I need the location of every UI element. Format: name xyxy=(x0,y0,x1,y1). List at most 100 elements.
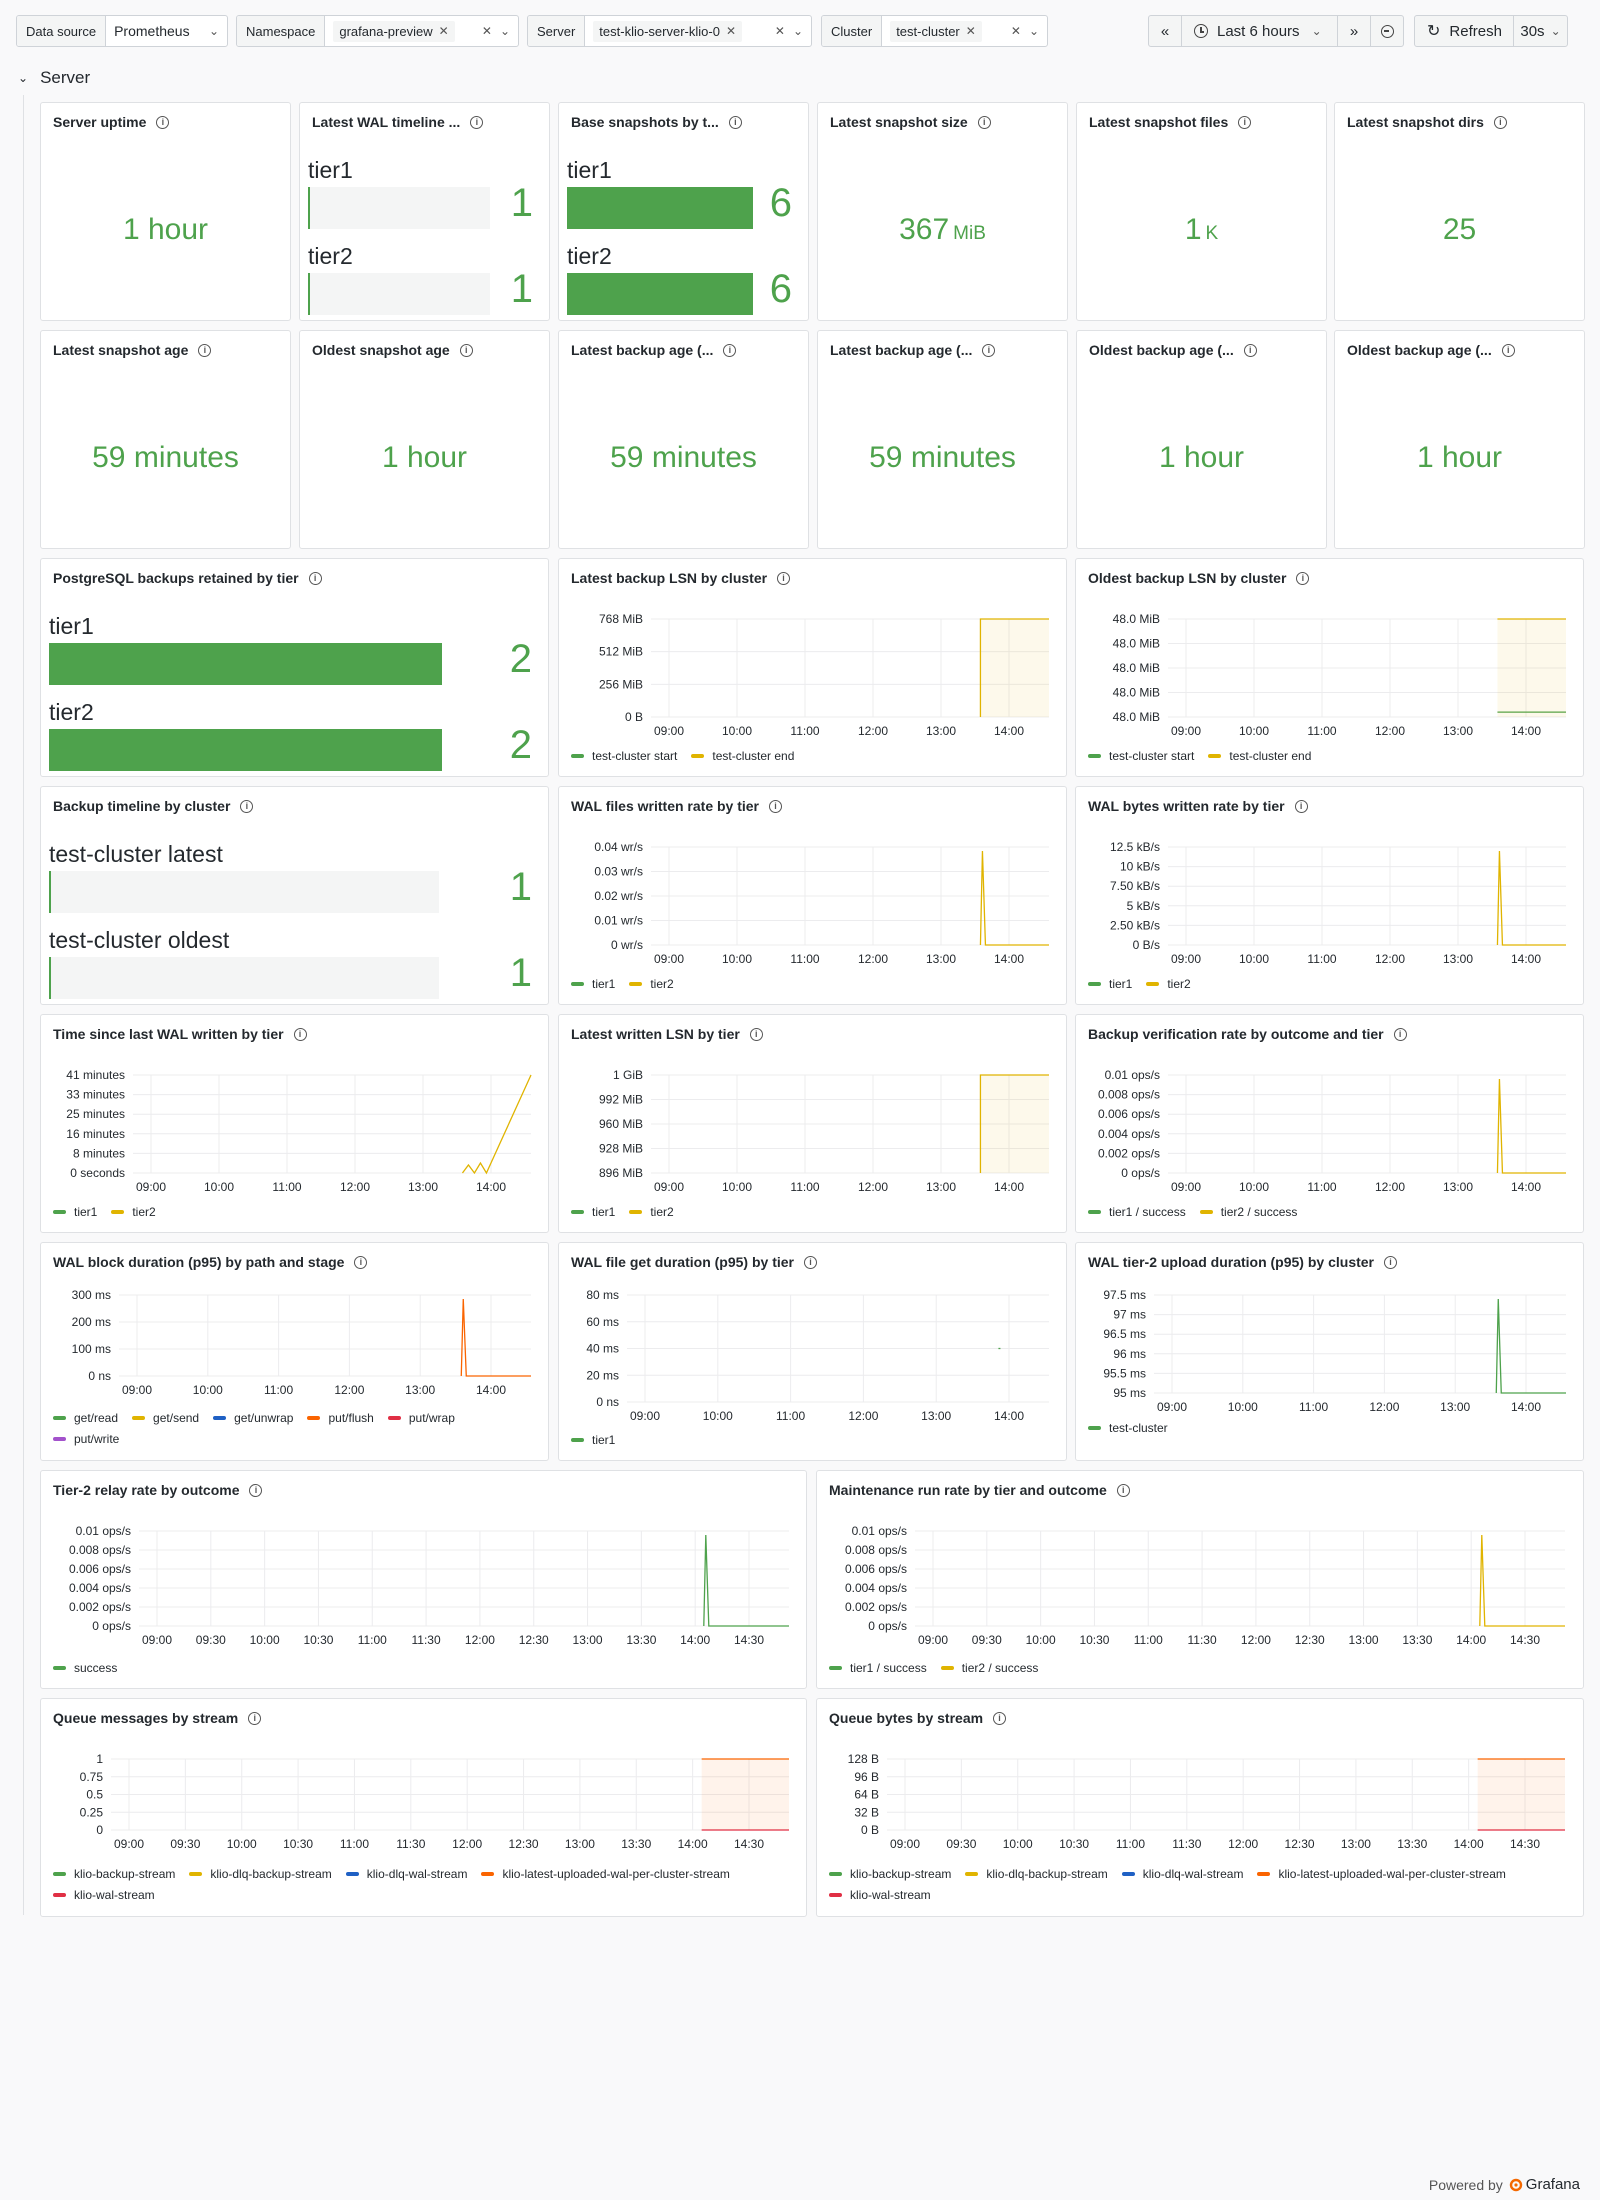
server-chip[interactable]: test-klio-server-klio-0 ✕ xyxy=(593,20,742,42)
panel-tier2-relay[interactable]: Tier-2 relay rate by outcome i 0.01 ops/s 0… xyxy=(40,1470,807,1689)
panel-wal-tier2-upload[interactable]: WAL tier-2 upload duration (p95) by clus… xyxy=(1075,1242,1584,1461)
info-icon[interactable]: i xyxy=(1384,1255,1397,1269)
legend-item[interactable]: klio-latest-uploaded-wal-per-cluster-str… xyxy=(481,1867,730,1881)
legend-item[interactable]: klio-backup-stream xyxy=(829,1867,951,1881)
legend-item[interactable]: klio-dlq-backup-stream xyxy=(189,1867,332,1881)
legend-item[interactable]: get/unwrap xyxy=(213,1411,293,1425)
info-icon[interactable]: i xyxy=(248,1711,262,1725)
legend-item[interactable]: tier2 xyxy=(111,1205,156,1219)
panel-latest-wal-timeline[interactable]: Latest WAL timeline ... i tier1 1 tier2 1 xyxy=(299,102,550,321)
info-icon[interactable]: i xyxy=(777,571,791,585)
info-icon[interactable]: i xyxy=(769,799,783,813)
legend-item[interactable]: tier1 xyxy=(571,1433,615,1447)
clear-icon[interactable]: ✕ xyxy=(774,24,785,38)
panel-wal-block-duration[interactable]: WAL block duration (p95) by path and sta… xyxy=(40,1242,549,1461)
info-icon[interactable]: i xyxy=(1238,115,1252,129)
info-icon[interactable]: i xyxy=(156,115,170,129)
panel-oldest-backup-age-2[interactable]: Oldest backup age (... i 1 hour xyxy=(1334,330,1585,549)
legend-item[interactable]: test-cluster start xyxy=(571,749,677,763)
cluster-picker[interactable]: Cluster test-cluster ✕ ✕ ⌄ xyxy=(821,15,1048,47)
legend-item[interactable]: klio-latest-uploaded-wal-per-cluster-str… xyxy=(1257,1867,1506,1881)
info-icon[interactable]: i xyxy=(977,115,991,129)
panel-latest-snapshot-age[interactable]: Latest snapshot age i 59 minutes xyxy=(40,330,291,549)
legend-item[interactable]: tier2 / success xyxy=(940,1661,1038,1675)
legend-item[interactable]: tier1 / success xyxy=(829,1661,927,1675)
legend-item[interactable]: tier1 xyxy=(571,977,615,991)
legend-item[interactable]: tier1 xyxy=(571,1205,615,1219)
legend-item[interactable]: success xyxy=(53,1661,117,1675)
legend-item[interactable]: tier1 / success xyxy=(1088,1205,1186,1219)
legend-item[interactable]: klio-backup-stream xyxy=(53,1867,175,1881)
refresh-interval-picker[interactable]: 30s ⌄ xyxy=(1513,15,1568,47)
panel-server-uptime[interactable]: Server uptime i 1 hour xyxy=(40,102,291,321)
info-icon[interactable]: i xyxy=(1393,1027,1407,1041)
panel-backup-timeline[interactable]: Backup timeline by cluster i test-cluster… xyxy=(40,786,549,1005)
info-icon[interactable]: i xyxy=(1116,1483,1130,1497)
legend-item[interactable]: klio-wal-stream xyxy=(53,1888,155,1902)
info-icon[interactable]: i xyxy=(1243,343,1257,357)
legend-item[interactable]: get/send xyxy=(132,1411,199,1425)
legend-item[interactable]: test-cluster start xyxy=(1088,749,1194,763)
clear-icon[interactable]: ✕ xyxy=(481,24,492,38)
footer-brand[interactable]: Grafana xyxy=(1525,2176,1580,2193)
legend-item[interactable]: get/read xyxy=(53,1411,118,1425)
legend-item[interactable]: klio-dlq-wal-stream xyxy=(1121,1867,1243,1881)
info-icon[interactable]: i xyxy=(982,343,996,357)
info-icon[interactable]: i xyxy=(749,1027,763,1041)
info-icon[interactable]: i xyxy=(1501,343,1515,357)
info-icon[interactable]: i xyxy=(470,115,484,129)
legend-item[interactable]: put/wrap xyxy=(387,1411,455,1425)
legend-item[interactable]: klio-wal-stream xyxy=(829,1888,931,1902)
panel-wal-file-get[interactable]: WAL file get duration (p95) by tier i 80 m… xyxy=(558,1242,1067,1461)
info-icon[interactable]: i xyxy=(354,1255,368,1269)
info-icon[interactable]: i xyxy=(728,115,742,129)
info-icon[interactable]: i xyxy=(803,1255,817,1269)
legend-item[interactable]: tier2 xyxy=(629,977,674,991)
namespace-chip[interactable]: grafana-preview ✕ xyxy=(333,20,455,42)
time-range-picker[interactable]: Last 6 hours ⌄ xyxy=(1181,15,1338,47)
panel-wal-bytes-rate[interactable]: WAL bytes written rate by tier i 12.5 kB/s… xyxy=(1075,786,1584,1005)
info-icon[interactable]: i xyxy=(249,1483,263,1497)
panel-oldest-backup-age-1[interactable]: Oldest backup age (... i 1 hour xyxy=(1076,330,1327,549)
time-back-button[interactable]: « xyxy=(1148,15,1182,47)
panel-base-snapshots[interactable]: Base snapshots by t... i tier1 6 tier2 6 xyxy=(558,102,809,321)
panel-wal-files-rate[interactable]: WAL files written rate by tier i 0.04 wr/s… xyxy=(558,786,1067,1005)
panel-pg-backups-retained[interactable]: PostgreSQL backups retained by tier i tie… xyxy=(40,558,549,777)
legend-item[interactable]: klio-dlq-backup-stream xyxy=(965,1867,1108,1881)
legend-item[interactable]: put/flush xyxy=(307,1411,374,1425)
chevron-down-icon[interactable]: ⌄ xyxy=(1028,24,1039,38)
remove-chip-icon[interactable]: ✕ xyxy=(965,24,976,38)
panel-latest-snapshot-size[interactable]: Latest snapshot size i 367 MiB xyxy=(817,102,1068,321)
panel-latest-backup-age-2[interactable]: Latest backup age (... i 59 minutes xyxy=(817,330,1068,549)
legend-item[interactable]: tier2 xyxy=(1146,977,1191,991)
panel-latest-backup-age-1[interactable]: Latest backup age (... i 59 minutes xyxy=(558,330,809,549)
legend-item[interactable]: test-cluster xyxy=(1088,1421,1168,1435)
chevron-down-icon[interactable]: ⌄ xyxy=(792,24,803,38)
legend-item[interactable]: klio-dlq-wal-stream xyxy=(345,1867,467,1881)
info-icon[interactable]: i xyxy=(459,343,473,357)
legend-item[interactable]: tier1 xyxy=(53,1205,97,1219)
remove-chip-icon[interactable]: ✕ xyxy=(725,24,736,38)
legend-item[interactable]: tier2 / success xyxy=(1199,1205,1297,1219)
info-icon[interactable]: i xyxy=(993,1711,1007,1725)
time-forward-button[interactable]: » xyxy=(1337,15,1371,47)
row-header-server[interactable]: ⌄ Server xyxy=(18,68,90,88)
panel-time-since-wal[interactable]: Time since last WAL written by tier i 41 m… xyxy=(40,1014,549,1233)
info-icon[interactable]: i xyxy=(1493,115,1507,129)
info-icon[interactable]: i xyxy=(198,343,212,357)
namespace-picker[interactable]: Namespace grafana-preview ✕ ✕ ⌄ xyxy=(236,15,519,47)
legend-item[interactable]: tier2 xyxy=(629,1205,674,1219)
panel-maintenance-run[interactable]: Maintenance run rate by tier and outcome… xyxy=(816,1470,1584,1689)
legend-item[interactable]: tier1 xyxy=(1088,977,1132,991)
info-icon[interactable]: i xyxy=(240,799,254,813)
server-picker[interactable]: Server test-klio-server-klio-0 ✕ ✕ ⌄ xyxy=(527,15,812,47)
panel-backup-verification[interactable]: Backup verification rate by outcome and … xyxy=(1075,1014,1584,1233)
panel-oldest-snapshot-age[interactable]: Oldest snapshot age i 1 hour xyxy=(299,330,550,549)
remove-chip-icon[interactable]: ✕ xyxy=(438,24,449,38)
panel-queue-messages[interactable]: Queue messages by stream i 1 0.75 0.5 0.25 0 09… xyxy=(40,1698,807,1917)
info-icon[interactable]: i xyxy=(293,1027,307,1041)
panel-latest-written-lsn[interactable]: Latest written LSN by tier i 1 GiB 992 MiB 9… xyxy=(558,1014,1067,1233)
panel-latest-snapshot-dirs[interactable]: Latest snapshot dirs i 25 xyxy=(1334,102,1585,321)
legend-item[interactable]: test-cluster end xyxy=(691,749,794,763)
